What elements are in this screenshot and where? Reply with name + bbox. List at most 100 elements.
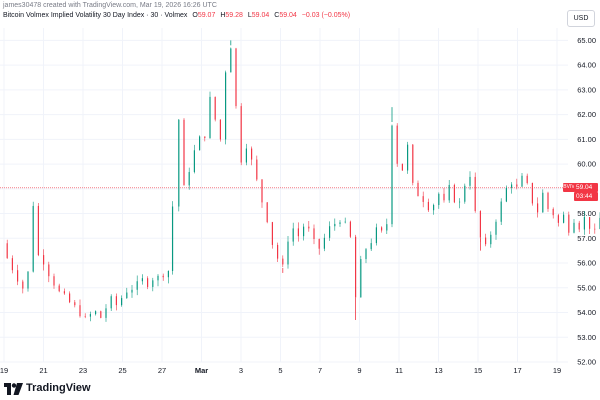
x-tick-label: 17 [513,366,521,375]
candle-body [261,179,263,203]
candle-body [193,150,195,173]
y-tick-label: 65.00 [577,36,596,45]
candle-body [495,221,497,235]
candle-body [526,175,528,183]
candle-body [230,48,232,73]
candle-body [167,270,169,278]
candle-body [6,243,8,259]
candle-body [521,175,523,187]
y-tick-label: 53.00 [577,333,596,342]
candle-body [95,311,97,315]
x-tick-label: 19 [553,366,561,375]
candle-body [277,244,279,259]
candle-body [37,205,39,256]
x-tick-label: 27 [158,366,166,375]
y-tick-label: 56.00 [577,259,596,268]
candle-body [121,298,123,306]
change-value: −0.03 (−0.05%) [301,12,351,19]
candle-body [360,259,362,298]
open-label: O [192,12,198,19]
candle-body [157,275,159,281]
candle-body [417,182,419,197]
symbol-legend: Bitcoin Volmex Implied Volatility 30 Day… [3,12,350,19]
candle-body [245,148,247,163]
y-tick-label: 55.00 [577,283,596,292]
low-label: L [247,12,252,19]
candle-body [219,119,221,140]
candle-body [69,293,71,303]
candle-body [365,249,367,260]
candle-body [552,208,554,216]
candle-body [396,125,398,164]
candle-body [433,205,435,211]
candle-body [329,226,331,238]
candle-body [171,206,174,271]
candle-body [344,221,346,223]
candle-body [443,193,445,201]
candle-body [485,237,487,245]
candle-body [568,214,570,233]
candle-body [313,228,315,240]
candle-body [464,185,466,202]
candle-body [500,201,502,222]
candle-body [401,163,403,171]
candle-body [17,270,19,282]
countdown-tag: 03:44 [574,191,598,201]
candle-body [48,264,50,277]
candle-body [147,278,149,287]
candle-body [537,203,539,213]
candle-body [11,258,13,271]
candle-body [303,226,305,237]
candle-body [453,184,455,203]
tradingview-logo-icon [4,382,23,395]
candle-body [43,255,45,265]
candle-body [438,193,440,206]
candle-body [490,234,492,245]
candle-body [297,228,299,237]
y-tick-label: 64.00 [577,61,596,70]
y-tick-label: 62.00 [577,110,596,119]
candle-body [89,314,91,317]
candle-body [115,296,117,306]
candle-body [474,176,476,212]
y-tick-label: 63.00 [577,85,596,94]
symbol-title: Bitcoin Volmex Implied Volatility 30 Day… [3,12,188,19]
y-tick-label: 52.00 [577,358,596,367]
candle-body [391,125,393,225]
candle-body [370,243,372,250]
x-tick-label: 11 [395,366,403,375]
y-tick-label: 54.00 [577,308,596,317]
x-tick-label: 3 [239,366,243,375]
candle-body [375,227,377,244]
x-tick-label: 13 [434,366,442,375]
candle-body [79,305,81,317]
candle-body [209,96,211,139]
candle-body [323,237,325,249]
currency-button[interactable]: USD [567,10,595,27]
candle-body [381,227,383,231]
x-tick-label: 7 [318,366,322,375]
candle-body [22,281,24,289]
x-tick-label: 25 [118,366,126,375]
candle-body [126,292,128,299]
candle-body [505,187,507,202]
candle-body [427,201,429,211]
candle-body [240,106,242,163]
candle-body [251,148,253,160]
candle-body [308,226,310,229]
candle-body [287,241,289,265]
y-tick-label: 58.00 [577,209,596,218]
high-label: H [220,12,226,19]
candle-body [204,136,206,139]
candle-body [256,159,258,180]
candle-body [318,239,320,249]
candle-body [266,202,268,223]
candle-body [349,221,351,237]
candle-body [214,96,216,120]
tradingview-wordmark: TradingView [26,382,91,394]
candle-body [282,258,284,265]
x-tick-label: 23 [79,366,87,375]
candle-body [162,275,164,278]
chart-caption: james30478 created with TradingView.com,… [3,2,217,9]
